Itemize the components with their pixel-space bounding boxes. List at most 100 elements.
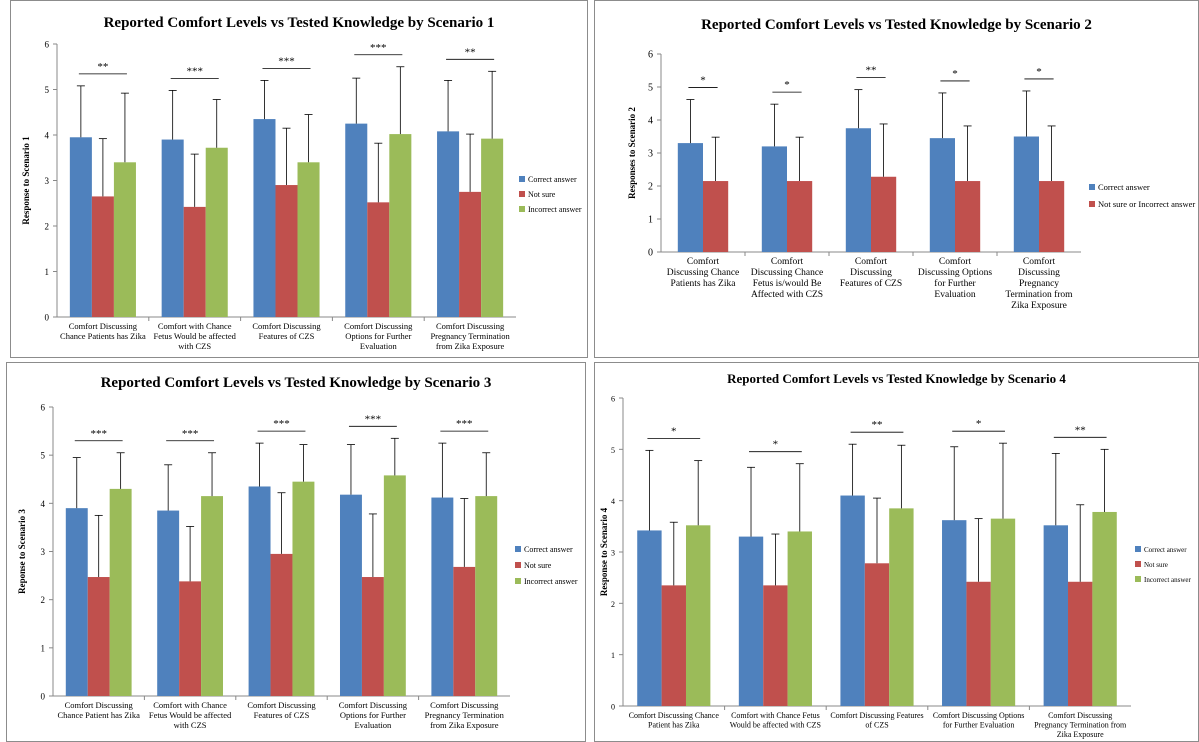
significance-marker: *** [278, 55, 295, 67]
x-tick-label: Comfort Discussing Options for Further Eval… [918, 256, 992, 300]
significance-marker: ** [97, 61, 108, 73]
legend-label: Not sure [1144, 561, 1168, 569]
bar [481, 138, 504, 317]
x-tick-label: Comfort Discussing Options for Further Eva… [344, 321, 413, 351]
bar [889, 508, 914, 706]
bar [205, 147, 228, 317]
bar [637, 530, 662, 706]
y-tick-label: 3 [41, 547, 46, 557]
bar [1068, 581, 1093, 706]
x-tick-label: Comfort Discussing Chance Patient has Zik… [629, 711, 720, 730]
bar [787, 531, 812, 706]
bar [275, 185, 298, 317]
chart-title: Reported Comfort Levels vs Tested Knowle… [727, 371, 1066, 386]
legend-swatch [1135, 561, 1141, 567]
y-tick-label: 5 [648, 83, 653, 94]
chart-panel-scenario-4: Reported Comfort Levels vs Tested Knowle… [594, 362, 1199, 742]
y-tick-label: 1 [41, 643, 46, 653]
chart-panel-scenario-3: Reported Comfort Levels vs Tested Knowle… [6, 362, 586, 742]
bar [787, 181, 813, 252]
bar [703, 181, 729, 252]
bar [459, 191, 482, 317]
legend-label: Correct answer [528, 175, 577, 184]
y-tick-label: 4 [41, 499, 46, 509]
chart-panel-scenario-1: Reported Comfort Levels vs Tested Knowle… [10, 0, 588, 358]
y-tick-label: 1 [45, 267, 50, 277]
significance-marker: *** [90, 428, 107, 440]
legend-label: Incorrect answer [1144, 576, 1192, 584]
bar [157, 510, 180, 696]
x-tick-label: Comfort Discussing Features of CZS [840, 256, 902, 289]
bar [761, 146, 787, 252]
legend-label: Not sure or Incorrect answer [1098, 199, 1195, 209]
x-tick-label: Comfort Discussing Chance Patients has Zi… [60, 321, 146, 341]
bar [389, 134, 412, 317]
bar [297, 162, 320, 317]
bar [763, 585, 788, 706]
significance-marker: * [976, 418, 982, 430]
bar [871, 176, 897, 252]
y-tick-label: 3 [611, 549, 615, 558]
y-tick-label: 4 [648, 116, 653, 127]
x-tick-label: Comfort with Chance Fetus Would be affect… [730, 711, 821, 730]
x-tick-label: Comfort Discussing Pregnancy Termination … [1034, 711, 1127, 739]
y-tick-label: 2 [648, 182, 653, 193]
bar [929, 138, 955, 252]
bar [383, 475, 406, 696]
x-tick-label: Comfort Discussing Features of CZS [247, 700, 316, 720]
bar [955, 181, 981, 252]
legend-swatch [1135, 546, 1141, 552]
y-tick-label: 6 [648, 50, 653, 61]
significance-marker: *** [273, 418, 290, 430]
x-tick-label: Comfort Discussing Pregnancy Termination fr… [1005, 256, 1073, 311]
x-tick-label: Comfort Discussing Features of CZS [252, 321, 321, 341]
legend-swatch [519, 191, 525, 197]
significance-marker: * [773, 439, 779, 451]
significance-marker: * [700, 75, 706, 87]
bar [685, 525, 711, 706]
chart-title: Reported Comfort Levels vs Tested Knowle… [701, 17, 1092, 33]
bar [942, 520, 967, 706]
y-tick-label: 3 [648, 149, 653, 160]
bar [65, 508, 88, 696]
bar [113, 162, 136, 317]
bar [661, 585, 686, 706]
y-tick-label: 3 [45, 176, 50, 186]
bar [109, 488, 132, 696]
legend-swatch [1089, 201, 1095, 207]
y-tick-label: 5 [45, 85, 50, 95]
chart-svg: Reported Comfort Levels vs Tested Knowle… [599, 371, 1192, 739]
legend-label: Correct answer [1144, 546, 1187, 554]
legend-label: Correct answer [524, 545, 573, 554]
bar [437, 131, 460, 317]
bar [990, 518, 1016, 706]
legend-swatch [515, 546, 521, 552]
bar [966, 581, 991, 706]
bar [361, 577, 384, 696]
significance-marker: *** [186, 65, 203, 77]
legend-swatch [515, 562, 521, 568]
x-tick-label: Comfort Discussing Chance Patient has Zik… [58, 700, 141, 720]
bar [87, 577, 110, 696]
y-tick-label: 2 [45, 222, 50, 232]
legend-label: Incorrect answer [524, 577, 578, 586]
x-tick-label: Comfort with Chance Fetus Would be affect… [154, 321, 237, 351]
y-tick-label: 6 [45, 40, 50, 50]
x-tick-label: Comfort Discussing Pregnancy Termination f… [430, 321, 510, 351]
bar [864, 563, 890, 706]
significance-marker: *** [182, 428, 199, 440]
significance-marker: *** [456, 418, 473, 430]
bar [453, 566, 476, 696]
bar [91, 196, 114, 317]
chart-svg: Reported Comfort Levels vs Tested Knowle… [17, 375, 578, 730]
y-tick-label: 0 [45, 313, 50, 323]
bar [431, 497, 454, 696]
bar [270, 553, 293, 696]
significance-marker: * [1036, 66, 1042, 78]
significance-marker: * [671, 425, 677, 437]
y-tick-label: 2 [41, 595, 46, 605]
y-axis-label: Reponse to Scenario 3 [17, 509, 27, 594]
bar [1043, 525, 1069, 706]
bar [845, 128, 871, 252]
legend-swatch [1089, 184, 1095, 190]
